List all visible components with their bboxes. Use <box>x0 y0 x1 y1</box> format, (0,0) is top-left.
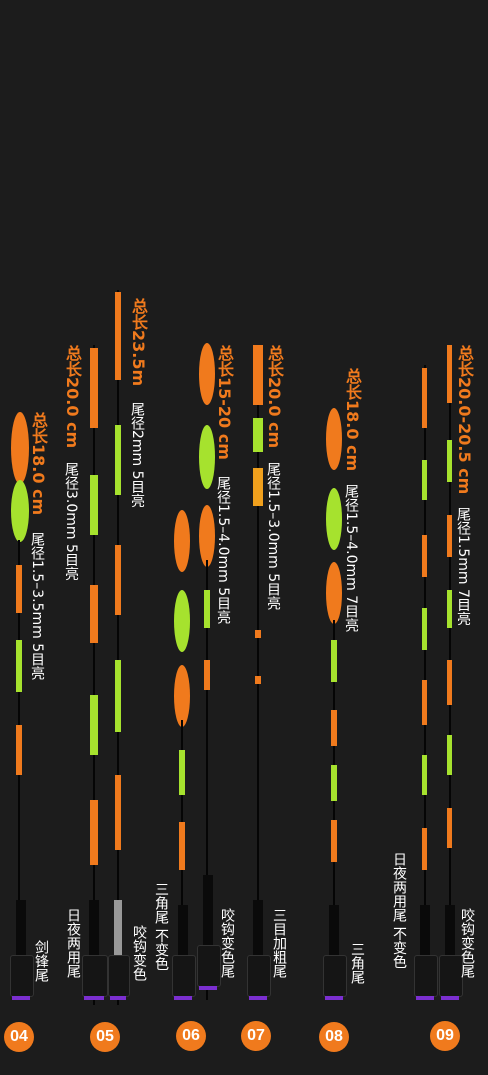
float-05a-seg <box>90 585 98 643</box>
float-05b-seg <box>115 292 121 380</box>
float-05a-base <box>82 900 108 1010</box>
float-07-spec: 尾径1.5–3.0mm 5目亮 <box>265 462 281 611</box>
float-05a-tail <box>93 345 95 1005</box>
float-07-seg <box>255 676 261 684</box>
float-04-spec: 尾径1.5–3.5mm 5目亮 <box>29 532 45 681</box>
float-07-seg <box>253 418 263 452</box>
float-06a-seg <box>179 822 185 870</box>
float-08-body <box>326 408 342 470</box>
float-05b-seg <box>115 545 121 615</box>
float-07-seg <box>253 345 263 405</box>
float-04-tail-seg <box>16 565 22 613</box>
float-09b-type: 咬钩变色尾 <box>459 908 475 978</box>
float-06b-body <box>199 343 215 405</box>
float-08-type: 三角尾 <box>349 942 365 984</box>
float-08-body <box>326 562 342 624</box>
float-07-type: 三目加粗尾 <box>271 908 287 978</box>
float-09b-seg <box>447 345 452 403</box>
float-07-length: 总长20.0 cm <box>265 345 284 449</box>
float-07-tail <box>257 345 259 1000</box>
float-06b-base <box>197 875 221 1000</box>
float-06b-seg <box>204 590 210 628</box>
float-05b-spec: 尾径2mm 5目亮 <box>129 402 145 508</box>
float-04-type: 剑锋尾 <box>33 940 49 982</box>
float-09b-seg <box>447 590 452 628</box>
float-04-body-bottom <box>11 480 29 542</box>
float-06a-body <box>174 510 190 572</box>
float-06a-body <box>174 590 190 652</box>
float-04-length: 总长18.0 cm <box>29 412 48 516</box>
float-08-seg <box>331 820 337 862</box>
float-07-seg <box>255 630 261 638</box>
float-07-base <box>247 900 271 1010</box>
float-08-tail <box>333 620 335 1000</box>
float-09a-seg <box>422 608 427 650</box>
float-08-seg <box>331 710 337 746</box>
float-05a-seg <box>90 800 98 865</box>
float-06a-base <box>172 905 196 1010</box>
float-04-tail-seg <box>16 640 22 692</box>
float-06b-tail <box>206 560 208 1000</box>
float-07-seg <box>253 468 263 506</box>
float-09a-seg <box>422 460 427 500</box>
float-09a-seg <box>422 535 427 577</box>
float-09a-type: 日夜两用尾 不变色 <box>391 852 407 969</box>
badge-08: 08 <box>319 1022 349 1052</box>
float-09a-seg <box>422 368 427 428</box>
float-08-body <box>326 488 342 550</box>
float-05b-tail <box>117 290 119 1005</box>
badge-09: 09 <box>430 1021 460 1051</box>
float-06a-seg <box>179 750 185 795</box>
float-09a-base <box>414 905 438 1010</box>
float-06b-type: 咬钩变色尾 <box>219 908 235 978</box>
float-09a-seg <box>422 828 427 870</box>
float-09b-seg <box>447 440 452 482</box>
float-06-length: 总长15-20 cm <box>215 345 234 460</box>
float-05a-seg <box>90 475 98 535</box>
float-04-base <box>10 900 34 1010</box>
float-06a-body <box>174 665 190 727</box>
float-09b-base <box>439 905 463 1010</box>
float-09b-seg <box>447 735 452 775</box>
float-05a-seg <box>90 695 98 755</box>
float-05b-seg <box>115 775 121 850</box>
float-08-spec: 尾径1.5–4.0mm 7目亮 <box>343 484 359 633</box>
badge-05: 05 <box>90 1022 120 1052</box>
float-09b-seg <box>447 660 452 705</box>
float-06b-body <box>199 425 215 489</box>
float-09b-seg <box>447 808 452 848</box>
badge-06: 06 <box>176 1021 206 1051</box>
float-09b-seg <box>447 515 452 557</box>
float-06b-body <box>199 505 215 567</box>
float-09a-seg <box>422 680 427 725</box>
badge-07: 07 <box>241 1021 271 1051</box>
float-08-seg <box>331 765 337 801</box>
float-08-base <box>323 905 347 1010</box>
float-05a-type: 日夜两用尾 <box>65 908 81 978</box>
float-05a-spec: 尾径3.0mm 5目亮 <box>63 462 79 581</box>
float-04-body-top <box>11 412 29 484</box>
float-08-length: 总长18.0 cm <box>343 368 362 472</box>
float-05b-seg <box>115 660 121 732</box>
float-05b-base <box>108 900 130 1010</box>
float-05b-seg <box>115 425 121 495</box>
float-05a-seg <box>90 348 98 428</box>
float-09a-seg <box>422 755 427 795</box>
float-04-tail-seg <box>16 725 22 775</box>
float-05b-length: 总长23.5m <box>129 298 148 387</box>
float-09-length: 总长20.0-20.5 cm <box>455 345 474 495</box>
float-09-spec: 尾径1.5mm 7目亮 <box>455 507 471 626</box>
float-06b-seg <box>204 660 210 690</box>
float-06a-type: 三角尾 不变色 <box>153 882 169 971</box>
badge-04: 04 <box>4 1022 34 1052</box>
float-05a-length: 总长20.0 cm <box>63 345 82 449</box>
float-05b-type: 咬钩变色 <box>131 925 147 981</box>
float-06-spec: 尾径1.5–4.0mm 5目亮 <box>215 476 231 625</box>
float-08-seg <box>331 640 337 682</box>
